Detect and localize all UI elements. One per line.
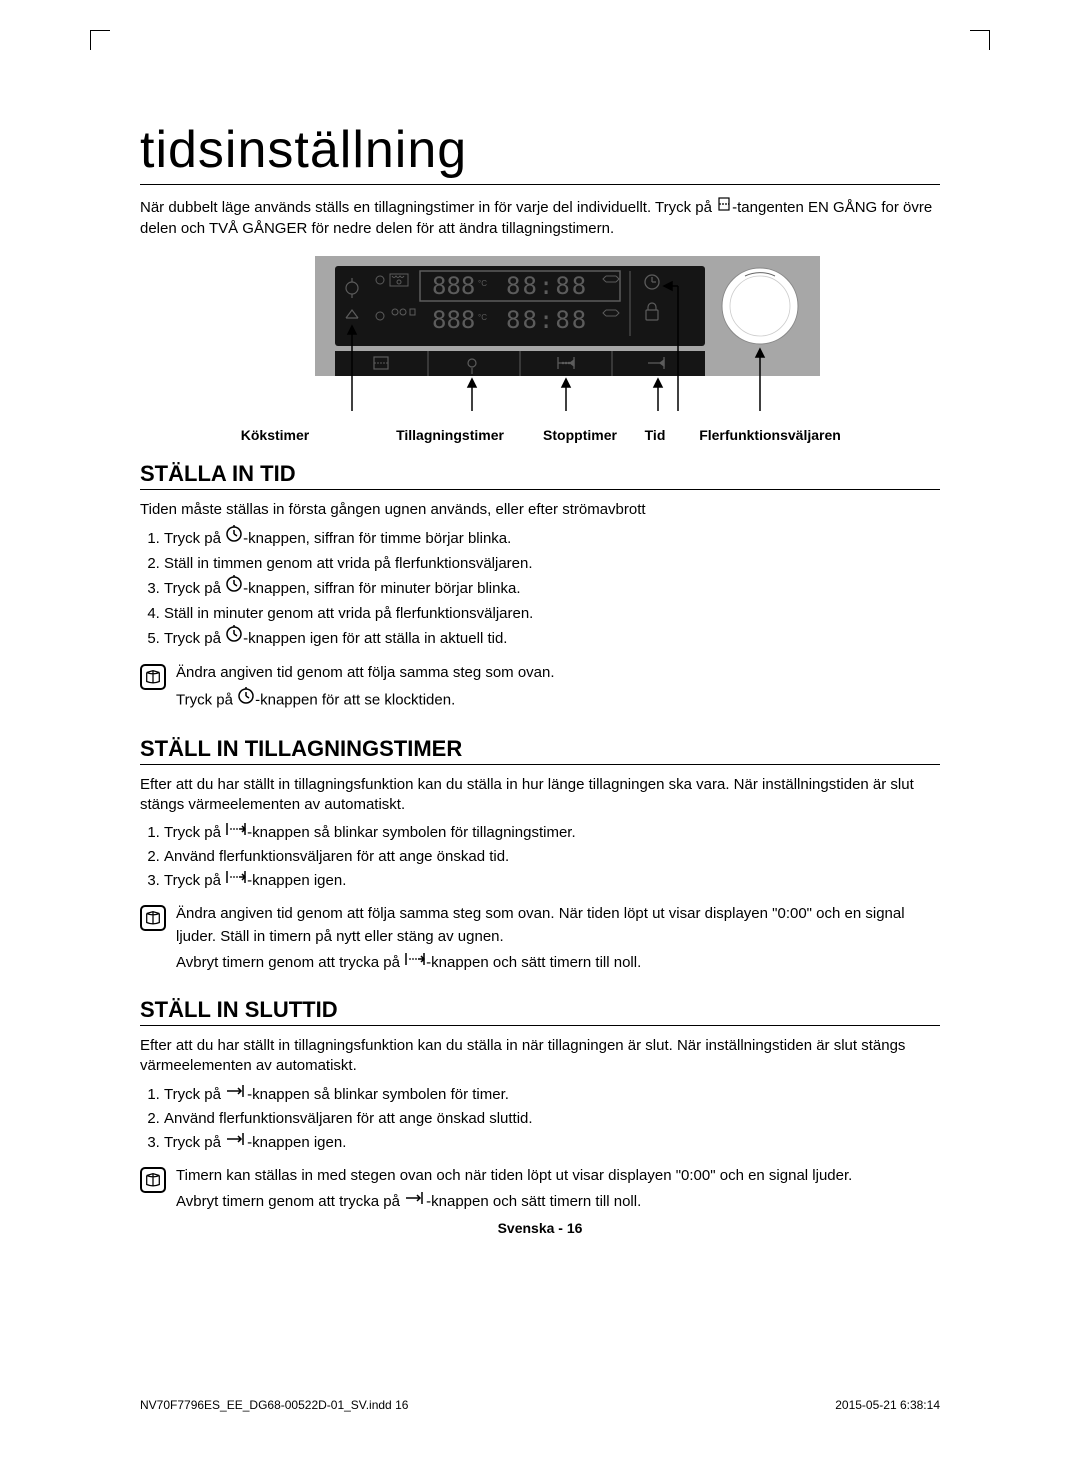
meta-right: 2015-05-21 6:38:14 (835, 1398, 940, 1412)
divider-key-icon (716, 196, 732, 218)
section-1-heading: STÄLLA IN TID (140, 461, 940, 490)
duration-icon (225, 820, 247, 844)
section-2-lead: Efter att du har ställt in tillagningsfu… (140, 775, 940, 816)
endtime-icon (404, 1190, 426, 1213)
step-item: Tryck på -knappen igen. (164, 869, 940, 893)
clock-icon (237, 687, 255, 713)
label-kokstimer: Kökstimer (220, 427, 330, 443)
clock-icon (225, 525, 243, 551)
section-1-lead: Tiden måste ställas in första gången ugn… (140, 500, 940, 520)
note-icon (140, 664, 166, 690)
page-content: tidsinställning När dubbelt läge används… (140, 120, 940, 1218)
label-tid: Tid (630, 427, 680, 443)
meta-left: NV70F7796ES_EE_DG68-00522D-01_SV.indd 16 (140, 1398, 408, 1412)
duration-icon (225, 868, 247, 892)
step-item: Tryck på -knappen så blinkar symbolen fö… (164, 1083, 940, 1107)
step-item: Ställ in timmen genom att vrida på flerf… (164, 552, 940, 576)
section-1-note: Ändra angiven tid genom att följa samma … (140, 662, 940, 718)
svg-text:°C: °C (478, 313, 487, 322)
clock-icon (225, 625, 243, 651)
step-item: Tryck på -knappen igen. (164, 1131, 940, 1155)
section-3-lead: Efter att du har ställt in tillagningsfu… (140, 1036, 940, 1077)
page-footer: Svenska - 16 (140, 1220, 940, 1236)
note-icon (140, 905, 166, 931)
panel-labels: Kökstimer Tillagningstimer Stopptimer Ti… (140, 427, 940, 443)
endtime-icon (225, 1082, 247, 1106)
section-3-heading: STÄLL IN SLUTTID (140, 997, 940, 1026)
note-icon (140, 1167, 166, 1193)
svg-text:888: 888 (432, 306, 475, 334)
control-panel-figure: 888 °C 88:88 888 °C 88:88 (140, 256, 940, 443)
label-tillagningstimer: Tillagningstimer (370, 427, 530, 443)
svg-text:88:88: 88:88 (506, 306, 588, 334)
section-2-steps: Tryck på -knappen så blinkar symbolen fö… (140, 821, 940, 893)
label-stopptimer: Stopptimer (530, 427, 630, 443)
endtime-icon (225, 1130, 247, 1154)
section-2-heading: STÄLL IN TILLAGNINGSTIMER (140, 736, 940, 765)
step-item: Använd flerfunktionsväljaren för att ang… (164, 845, 940, 869)
section-3-note: Timern kan ställas in med stegen ovan oc… (140, 1165, 940, 1218)
section-3-steps: Tryck på -knappen så blinkar symbolen fö… (140, 1083, 940, 1155)
print-meta: NV70F7796ES_EE_DG68-00522D-01_SV.indd 16… (140, 1398, 940, 1412)
svg-text:88:88: 88:88 (506, 272, 588, 300)
step-item: Använd flerfunktionsväljaren för att ang… (164, 1107, 940, 1131)
svg-text:°C: °C (478, 279, 487, 288)
step-item: Tryck på -knappen igen för att ställa in… (164, 626, 940, 652)
intro-paragraph: När dubbelt läge används ställs en tilla… (140, 197, 940, 240)
clock-icon (225, 575, 243, 601)
section-2-note: Ändra angiven tid genom att följa samma … (140, 903, 940, 979)
step-item: Tryck på -knappen, siffran för minuter b… (164, 576, 940, 602)
label-flerfunktionsvaljaren: Flerfunktionsväljaren (680, 427, 860, 443)
page-title: tidsinställning (140, 120, 940, 185)
svg-text:888: 888 (432, 272, 475, 300)
step-item: Tryck på -knappen så blinkar symbolen fö… (164, 821, 940, 845)
section-1-steps: Tryck på -knappen, siffran för timme bör… (140, 526, 940, 652)
duration-icon (404, 951, 426, 974)
step-item: Tryck på -knappen, siffran för timme bör… (164, 526, 940, 552)
step-item: Ställ in minuter genom att vrida på fler… (164, 602, 940, 626)
